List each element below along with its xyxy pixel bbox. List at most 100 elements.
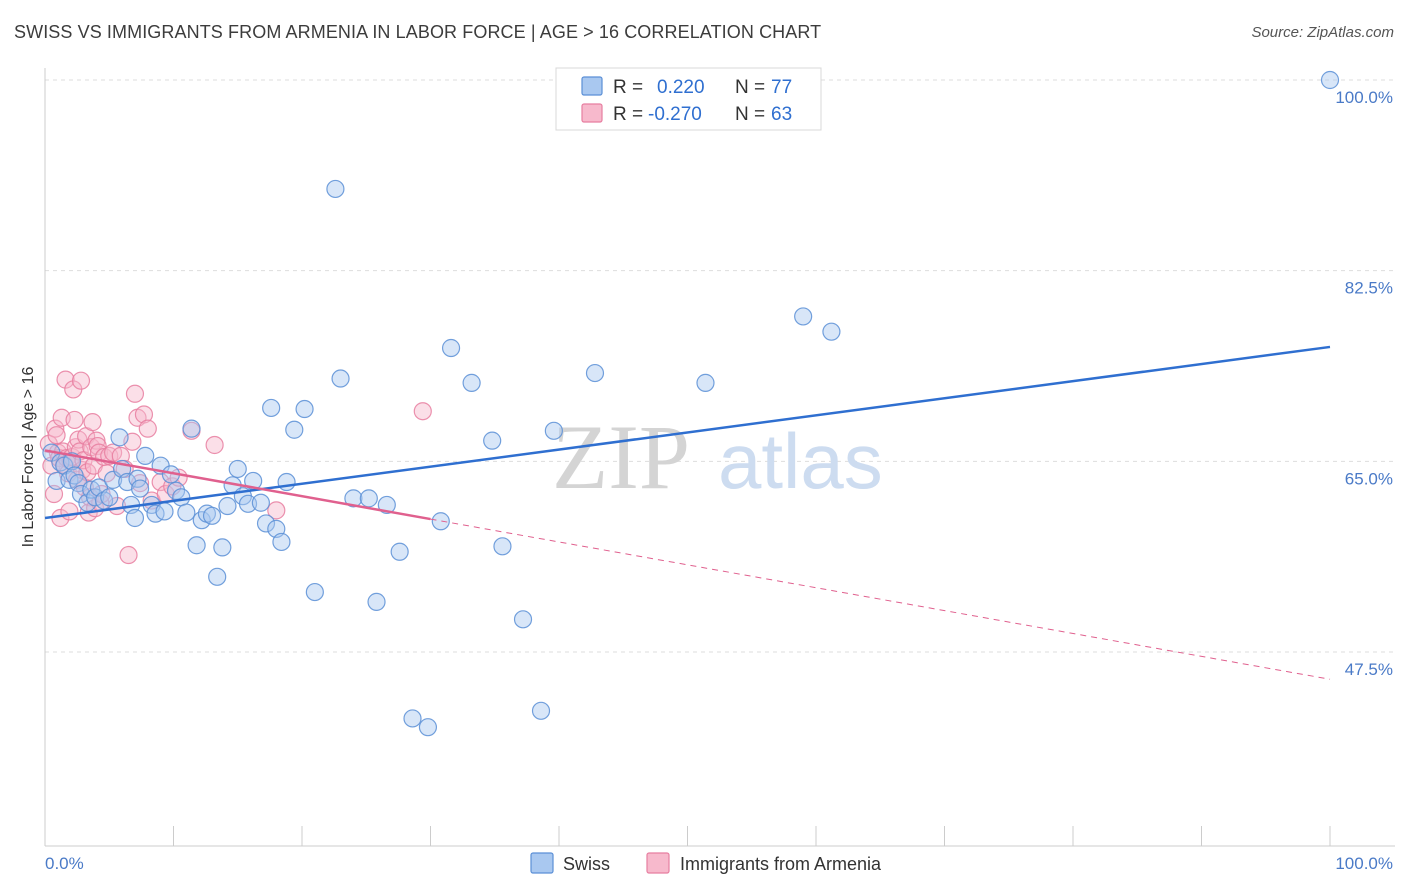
swiss-point bbox=[155, 502, 174, 521]
swiss-point bbox=[285, 420, 304, 439]
swiss-point bbox=[238, 494, 258, 513]
swiss-point bbox=[585, 363, 605, 383]
swiss-point bbox=[251, 493, 270, 512]
x-tick-labels: 0.0% 100.0% bbox=[45, 854, 1393, 873]
swiss-point bbox=[377, 495, 396, 515]
legend-swatch-swiss bbox=[581, 76, 603, 96]
armenia-point bbox=[88, 436, 107, 456]
armenia-point bbox=[60, 502, 79, 521]
armenia-point bbox=[205, 435, 224, 455]
swiss-point bbox=[696, 373, 715, 392]
axes bbox=[44, 68, 1395, 847]
armenia-point bbox=[134, 405, 154, 424]
armenia-point bbox=[125, 384, 145, 403]
y-axis-label: In Labor Force | Age > 16 bbox=[20, 367, 37, 548]
swiss-point bbox=[493, 537, 512, 556]
swiss-point bbox=[1320, 70, 1340, 90]
swiss-point bbox=[513, 610, 533, 629]
swiss-point bbox=[403, 709, 422, 728]
swiss-point bbox=[228, 459, 247, 479]
bottom-legend-label-armenia: Immigrants from Armenia bbox=[680, 854, 882, 874]
swiss-point bbox=[359, 489, 378, 508]
swiss-point bbox=[202, 506, 222, 525]
swiss-point bbox=[295, 399, 314, 419]
x-tick-label-max: 100.0% bbox=[1335, 854, 1393, 873]
swiss-point bbox=[390, 542, 409, 561]
swiss-point bbox=[136, 446, 155, 465]
swiss-point bbox=[256, 514, 276, 533]
armenia-point bbox=[267, 501, 286, 520]
y-tick-label: 47.5% bbox=[1345, 660, 1393, 679]
x-tick-marks bbox=[173, 826, 1331, 846]
armenia-point bbox=[119, 545, 138, 565]
watermark-atlas: atlas bbox=[718, 417, 883, 505]
watermark-zip: ZIP bbox=[552, 406, 690, 508]
series-legend: Swiss Immigrants from Armenia bbox=[530, 852, 882, 874]
swiss-point bbox=[277, 472, 296, 492]
legend-n-label-armenia: N = bbox=[735, 104, 765, 125]
legend-n-label-swiss: N = bbox=[735, 77, 765, 98]
x-tick-label-min: 0.0% bbox=[45, 854, 84, 873]
swiss-point bbox=[130, 479, 150, 498]
swiss-point bbox=[418, 718, 438, 737]
legend-r-value-swiss: 0.220 bbox=[657, 77, 705, 98]
armenia-point bbox=[65, 410, 84, 430]
swiss-point bbox=[305, 582, 324, 602]
bottom-legend-swatch-swiss bbox=[530, 852, 554, 874]
armenia-point bbox=[83, 413, 102, 432]
armenia-point bbox=[71, 371, 91, 390]
swiss-point bbox=[213, 538, 232, 557]
armenia-trend-line-extrapolated bbox=[430, 518, 1331, 680]
swiss-point bbox=[272, 532, 291, 552]
legend-n-value-swiss: 77 bbox=[771, 77, 792, 98]
swiss-point bbox=[331, 369, 350, 388]
armenia-point bbox=[151, 472, 170, 492]
trend-lines bbox=[44, 345, 1331, 680]
chart-title: SWISS VS IMMIGRANTS FROM ARMENIA IN LABO… bbox=[14, 22, 822, 42]
swiss-point bbox=[125, 508, 145, 528]
swiss-point bbox=[531, 701, 551, 720]
correlation-legend: R = 0.220 N = 77 R = -0.270 N = 63 bbox=[555, 67, 822, 131]
swiss-point bbox=[182, 419, 201, 438]
swiss-point bbox=[110, 428, 129, 447]
legend-r-label-swiss: R = bbox=[613, 77, 643, 98]
bottom-legend-swatch-armenia bbox=[646, 852, 670, 874]
swiss-point bbox=[177, 503, 196, 522]
swiss-point bbox=[441, 338, 461, 358]
armenia-point bbox=[138, 419, 157, 438]
chart-source: Source: ZipAtlas.com bbox=[1251, 24, 1394, 41]
swiss-point bbox=[462, 373, 481, 392]
swiss-point bbox=[100, 488, 119, 507]
swiss-point bbox=[187, 536, 206, 555]
swiss-point bbox=[326, 179, 345, 199]
y-tick-label: 82.5% bbox=[1345, 279, 1393, 298]
swiss-point bbox=[344, 489, 363, 508]
swiss-point bbox=[172, 488, 191, 507]
swiss-point bbox=[794, 307, 813, 326]
swiss-point bbox=[822, 322, 841, 341]
series-swiss-points bbox=[42, 70, 1340, 737]
swiss-point bbox=[483, 431, 502, 450]
armenia-point bbox=[413, 402, 432, 421]
armenia-trend-line bbox=[44, 449, 431, 521]
legend-n-value-armenia: 63 bbox=[771, 104, 792, 125]
y-tick-labels: 47.5% 65.0% 82.5% 100.0% bbox=[1335, 88, 1393, 679]
swiss-point bbox=[544, 421, 563, 440]
swiss-point bbox=[262, 398, 281, 418]
y-tick-label: 65.0% bbox=[1345, 469, 1393, 488]
bottom-legend-label-swiss: Swiss bbox=[563, 854, 610, 874]
swiss-point bbox=[47, 471, 66, 491]
watermark: ZIP atlas bbox=[552, 406, 883, 508]
armenia-point bbox=[47, 426, 66, 445]
swiss-point bbox=[431, 512, 450, 531]
legend-r-label-armenia: R = bbox=[613, 104, 643, 125]
armenia-point bbox=[56, 370, 75, 389]
legend-r-value-armenia: -0.270 bbox=[648, 104, 702, 125]
armenia-point bbox=[46, 419, 65, 438]
swiss-point bbox=[218, 496, 237, 516]
swiss-point bbox=[367, 592, 386, 611]
y-tick-label: 100.0% bbox=[1335, 88, 1393, 107]
swiss-point bbox=[208, 567, 227, 586]
legend-swatch-armenia bbox=[581, 103, 603, 123]
